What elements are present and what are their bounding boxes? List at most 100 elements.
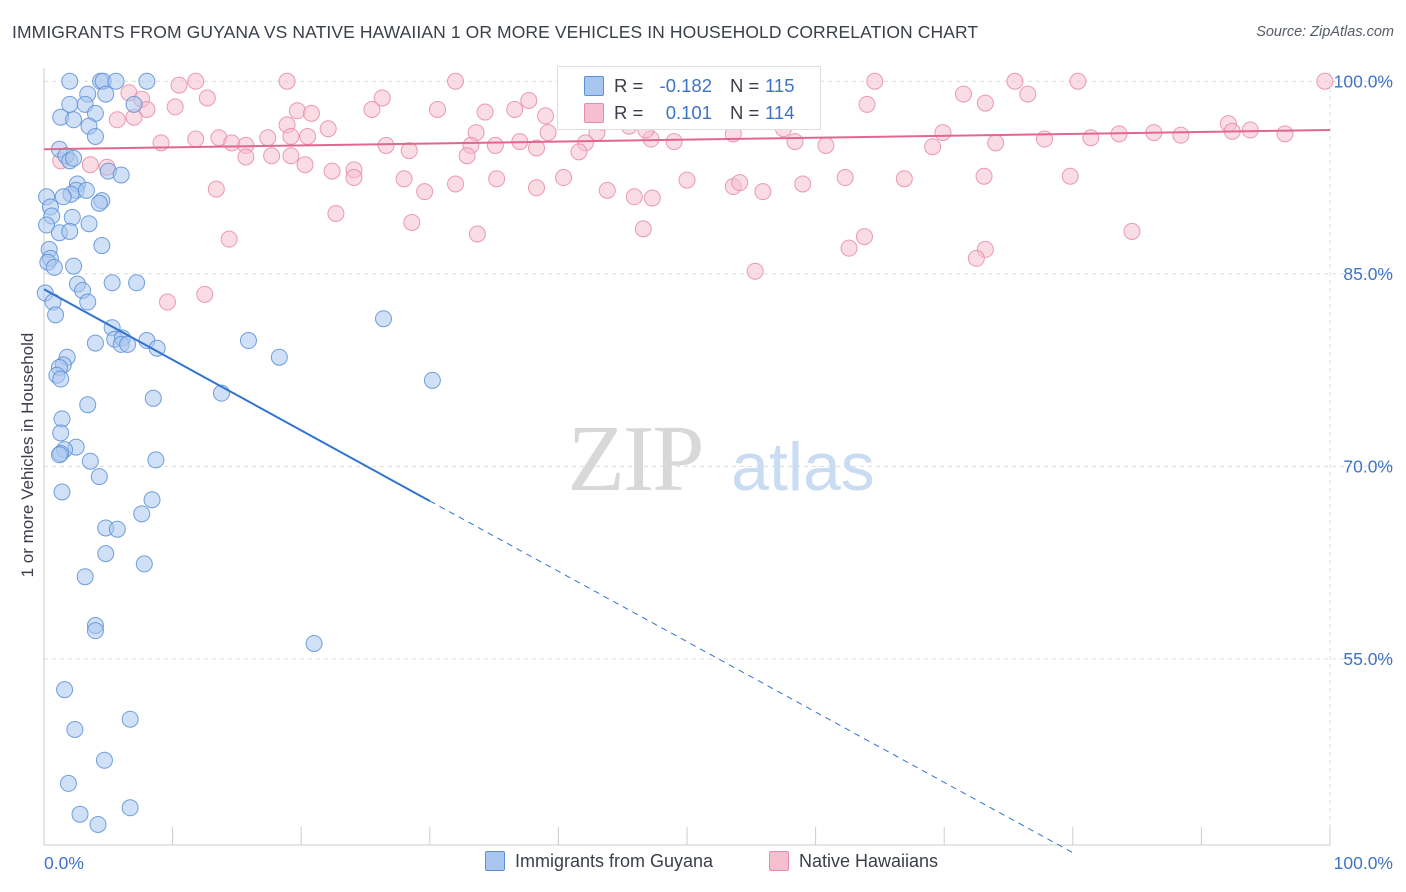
point-hawaiian [1019, 85, 1037, 103]
point-hawaiian [975, 167, 993, 185]
point-guyana [270, 348, 288, 366]
legend-r-label: R = [614, 75, 644, 96]
point-guyana [53, 483, 71, 501]
point-hawaiian [794, 175, 812, 193]
bottom-legend-label-guyana: Immigrants from Guyana [515, 851, 714, 871]
point-guyana [239, 332, 257, 350]
point-hawaiian [1061, 167, 1079, 185]
point-hawaiian [373, 89, 391, 107]
chart-title: IMMIGRANTS FROM GUYANA VS NATIVE HAWAIIA… [12, 22, 979, 42]
point-hawaiian [468, 225, 486, 243]
point-guyana [143, 491, 161, 509]
point-guyana [121, 799, 139, 817]
point-guyana [90, 194, 108, 212]
point-hawaiian [1172, 126, 1190, 144]
point-hawaiian [259, 129, 277, 147]
point-hawaiian [634, 220, 652, 238]
legend-n-value: 114 [765, 102, 795, 123]
point-hawaiian [855, 228, 873, 246]
point-hawaiian [934, 124, 952, 142]
point-guyana [65, 111, 83, 129]
point-hawaiian [166, 98, 184, 116]
point-hawaiian [220, 230, 238, 248]
y-tick-label: 55.0% [1343, 649, 1393, 669]
y-axis-label: 1 or more Vehicles in Household [18, 332, 37, 578]
point-guyana [45, 258, 63, 276]
point-guyana [38, 216, 56, 234]
point-hawaiian [345, 169, 363, 187]
point-hawaiian [170, 76, 188, 94]
point-guyana [81, 452, 99, 470]
trend-line-guyana-extension [429, 500, 1074, 854]
bottom-legend-guyana: Immigrants from Guyana [485, 851, 713, 872]
point-hawaiian [377, 136, 395, 154]
point-hawaiian [746, 262, 764, 280]
point-guyana [56, 681, 74, 699]
point-guyana [97, 545, 115, 563]
series-immigrants-guyana [36, 72, 441, 833]
point-hawaiian [866, 72, 884, 90]
point-hawaiian [81, 156, 99, 174]
point-guyana [76, 568, 94, 586]
point-hawaiian [302, 104, 320, 122]
point-guyana [80, 215, 98, 233]
tick-labels: 55.0% 70.0% 85.0% 100.0% 0.0% 100.0% [44, 71, 1393, 873]
point-guyana [79, 396, 97, 414]
point-hawaiian [1006, 72, 1024, 90]
point-hawaiian [237, 148, 255, 166]
point-hawaiian [278, 72, 296, 90]
point-hawaiian [158, 293, 176, 311]
stats-legend: R = -0.182 N = 115 R = 0.101 N = 114 [557, 66, 821, 130]
point-guyana [93, 237, 111, 255]
bottom-legend-swatch-pink [769, 851, 789, 871]
legend-row-hawaiians: R = 0.101 N = 114 [558, 102, 820, 126]
point-hawaiian [1069, 72, 1087, 90]
point-hawaiian [754, 183, 772, 201]
point-hawaiian [458, 147, 476, 165]
point-guyana [53, 410, 71, 428]
point-hawaiian [207, 180, 225, 198]
point-hawaiian [198, 89, 216, 107]
point-guyana [77, 181, 95, 199]
point-hawaiian [263, 147, 281, 165]
point-hawaiian [967, 249, 985, 267]
watermark-zip: ZIP [568, 407, 703, 511]
point-hawaiian [400, 142, 418, 160]
point-guyana [119, 335, 137, 353]
point-guyana [97, 85, 115, 103]
point-hawaiian [288, 102, 306, 120]
point-hawaiian [520, 92, 538, 110]
point-guyana [65, 149, 83, 167]
point-hawaiian [1316, 72, 1334, 90]
point-guyana [86, 622, 104, 640]
point-hawaiian [731, 174, 749, 192]
point-guyana [79, 293, 97, 311]
point-guyana [95, 751, 113, 769]
point-hawaiian [323, 162, 341, 180]
point-guyana [50, 446, 68, 464]
point-guyana [63, 208, 81, 226]
point-hawaiian [447, 175, 465, 193]
point-hawaiian [924, 138, 942, 156]
point-hawaiian [976, 94, 994, 112]
trend-line-guyana [43, 288, 431, 502]
point-hawaiian [643, 189, 661, 207]
point-hawaiian [598, 181, 616, 199]
point-hawaiian [528, 179, 546, 197]
point-hawaiian [528, 139, 546, 157]
point-hawaiian [836, 169, 854, 187]
point-hawaiian [506, 100, 524, 118]
point-hawaiian [403, 213, 421, 231]
point-hawaiian [1276, 125, 1294, 143]
point-hawaiian [296, 156, 314, 174]
point-hawaiian [187, 130, 205, 148]
watermark-atlas: atlas [731, 429, 875, 505]
x-tick-label-max: 100.0% [1334, 853, 1393, 873]
trend-line-hawaiians [43, 129, 1331, 151]
point-guyana [65, 257, 83, 275]
legend-n-label: N = [730, 102, 760, 123]
watermark: ZIP atlas [568, 407, 875, 511]
point-hawaiian [537, 107, 555, 125]
point-guyana [305, 634, 323, 652]
